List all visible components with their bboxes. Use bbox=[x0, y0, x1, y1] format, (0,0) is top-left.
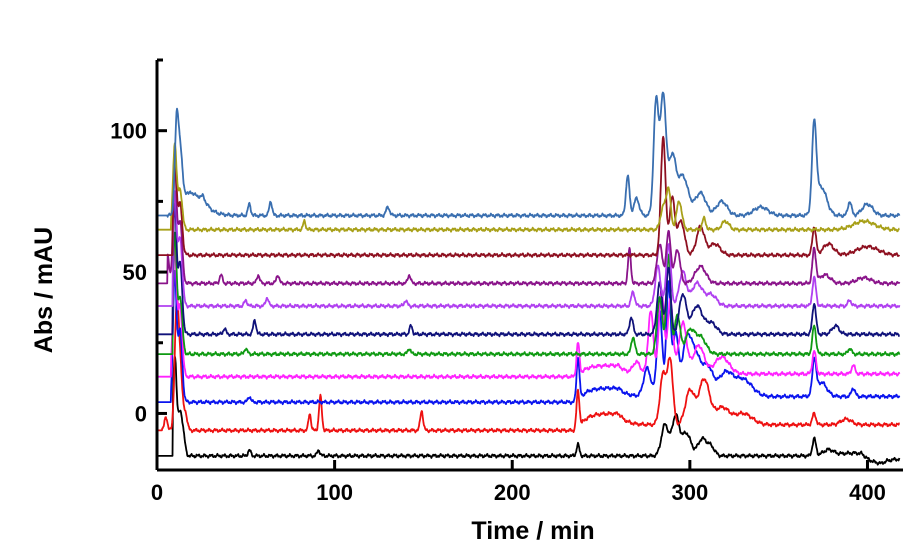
x-tick-label: 400 bbox=[849, 480, 886, 505]
chromatogram-trace bbox=[156, 355, 901, 466]
chromatogram-trace bbox=[156, 142, 900, 233]
chromatogram-trace bbox=[156, 246, 901, 380]
x-tick-label: 100 bbox=[316, 480, 353, 505]
chromatogram-trace bbox=[156, 202, 900, 338]
chromatogram-trace bbox=[156, 91, 901, 219]
chromatogram-trace bbox=[156, 270, 901, 406]
axis-ticks: 0 100 200 300 400 0 50 100 bbox=[110, 58, 886, 505]
chromatogram-trace bbox=[156, 135, 901, 259]
chromatogram-trace bbox=[156, 231, 901, 358]
y-axis-title: Abs / mAU bbox=[30, 227, 58, 353]
y-tick-label: 50 bbox=[123, 260, 147, 285]
chromatogram-traces bbox=[156, 91, 901, 466]
y-tick-label: 0 bbox=[135, 401, 147, 426]
x-axis-title: Time / min bbox=[471, 517, 594, 545]
chromatogram-trace bbox=[156, 166, 901, 287]
y-tick-label: 100 bbox=[110, 119, 147, 144]
x-tick-label: 300 bbox=[671, 480, 708, 505]
x-tick-label: 200 bbox=[494, 480, 531, 505]
chromatogram-trace bbox=[156, 190, 901, 309]
chromatogram-trace bbox=[156, 297, 900, 434]
x-tick-label: 0 bbox=[151, 480, 163, 505]
